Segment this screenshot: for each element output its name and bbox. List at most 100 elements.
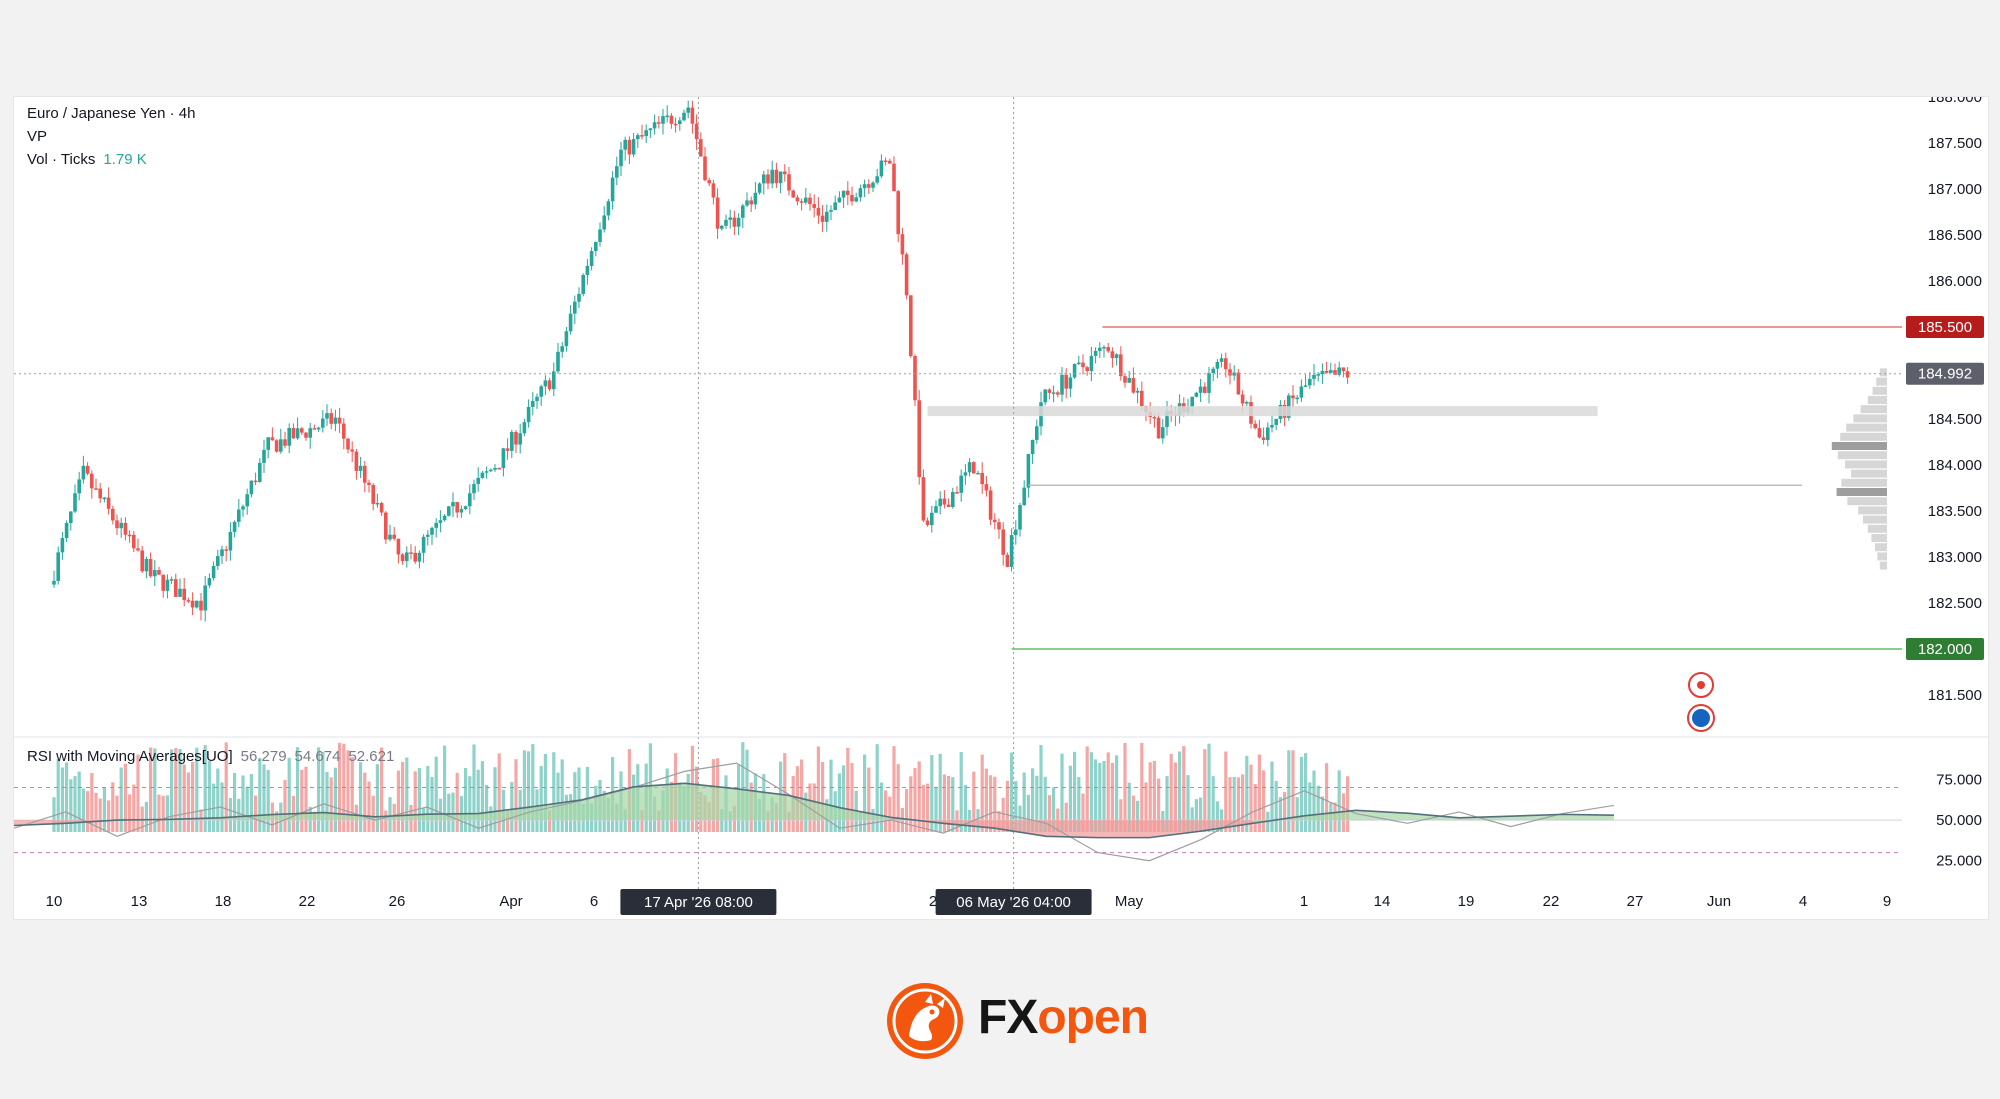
volume-bar xyxy=(837,773,841,832)
candle-body-up xyxy=(1165,410,1169,428)
candle-body-up xyxy=(858,188,863,198)
candles xyxy=(52,100,1350,622)
candle-body-down xyxy=(669,115,674,124)
candle-body-up xyxy=(249,480,254,495)
candle-body-down xyxy=(694,123,699,140)
candle-body-down xyxy=(253,480,258,483)
candle-body-down xyxy=(371,485,375,504)
volume-bar xyxy=(942,774,946,832)
candle-body-up xyxy=(1014,529,1018,536)
volume-bar xyxy=(434,756,438,832)
candle-body-down xyxy=(627,139,632,155)
candle-body-up xyxy=(577,293,581,302)
volume-bar xyxy=(1215,801,1219,832)
candle-body-down xyxy=(640,135,644,137)
candle-body-up xyxy=(1009,535,1014,567)
candle-body-up xyxy=(560,346,564,352)
rsi-value-2: 54.674 xyxy=(294,748,341,765)
candle-body-down xyxy=(988,490,993,520)
candle-body-up xyxy=(938,498,942,507)
candle-body-up xyxy=(262,449,266,463)
candle-body-up xyxy=(476,477,480,484)
candle-body-down xyxy=(1081,362,1085,368)
candle-body-up xyxy=(169,579,174,581)
vp-legend: VP xyxy=(27,128,47,145)
candle-body-up xyxy=(1303,385,1308,387)
candle-body-up xyxy=(976,472,980,475)
volume-bar xyxy=(396,770,400,832)
candle-body-down xyxy=(497,467,501,470)
candle-body-up xyxy=(757,183,762,193)
candle-body-up xyxy=(69,511,73,523)
volume-profile-bar xyxy=(1853,414,1887,423)
candle-body-down xyxy=(300,428,304,433)
time-axis-tick: 22 xyxy=(1543,893,1560,910)
volume-bar xyxy=(304,766,308,832)
candle-body-down xyxy=(783,171,787,175)
volume-bar xyxy=(1089,752,1093,832)
rsi-ma-fill xyxy=(1149,820,1202,838)
volume-bar xyxy=(896,764,900,832)
rsi-axis-tick: 50.000 xyxy=(1936,812,1982,829)
candle-body-up xyxy=(581,274,585,294)
candle-body-up xyxy=(552,371,556,390)
time-axis-tick: 18 xyxy=(215,893,232,910)
candle-body-up xyxy=(1329,370,1333,373)
candle-body-down xyxy=(1341,367,1346,372)
candle-body-up xyxy=(1295,397,1299,400)
candle-body-down xyxy=(1156,417,1161,439)
candle-body-up xyxy=(531,401,535,407)
price-axis-tick: 182.500 xyxy=(1928,595,1982,612)
volume-profile-bar xyxy=(1846,423,1887,432)
volume-bar xyxy=(443,745,447,832)
candle-body-up xyxy=(619,149,623,167)
volume-bar xyxy=(842,765,846,832)
candle-body-down xyxy=(400,554,405,562)
rsi-ma-fill xyxy=(633,783,685,821)
candle-body-down xyxy=(1047,389,1052,393)
chart-panel[interactable]: 188.000 187.500 187.000 186.500 186.000 185.5… xyxy=(13,96,1989,920)
candle-body-up xyxy=(333,417,338,424)
rsi-value-3: 52.621 xyxy=(348,748,395,765)
candle-body-up xyxy=(762,174,766,184)
candle-body-down xyxy=(106,497,111,509)
volume-bar xyxy=(321,752,325,832)
vp-label: VP xyxy=(27,128,48,145)
candle-body-down xyxy=(1228,369,1232,376)
volume-bar xyxy=(178,748,182,832)
candle-body-up xyxy=(308,428,312,438)
candle-body-up xyxy=(745,200,749,206)
candle-body-down xyxy=(795,197,800,202)
candle-body-up xyxy=(480,472,485,478)
candle-body-down xyxy=(409,552,413,554)
time-axis-tick: 6 xyxy=(590,893,598,910)
candle-body-up xyxy=(216,556,220,566)
chart-canvas[interactable]: 188.000 187.500 187.000 186.500 186.000 185.5… xyxy=(14,97,1988,919)
candle-body-up xyxy=(678,120,682,124)
candle-body-down xyxy=(111,508,115,521)
candle-body-up xyxy=(1098,347,1102,351)
alert-dot-icon xyxy=(1697,681,1705,689)
volume-bar xyxy=(510,782,514,832)
rsi-ma-fill xyxy=(1097,820,1150,838)
candle-body-up xyxy=(1127,377,1131,383)
time-axis-tick: 10 xyxy=(46,893,63,910)
candle-body-up xyxy=(417,552,422,562)
volume-bar xyxy=(346,750,350,832)
candle-body-up xyxy=(405,552,409,562)
volume-bar xyxy=(367,781,371,832)
volume-bar xyxy=(909,776,913,832)
candle-body-up xyxy=(543,380,548,387)
rsi-ma-fill xyxy=(1562,814,1614,821)
rsi-ma-fill xyxy=(788,795,840,821)
volume-bar xyxy=(1283,792,1287,832)
candle-body-up xyxy=(967,462,972,473)
candle-body-up xyxy=(426,534,430,537)
candle-body-down xyxy=(274,440,279,452)
volume-bar xyxy=(123,763,127,832)
volume-bar xyxy=(522,750,526,832)
volume-bar xyxy=(81,788,85,832)
volume-bar xyxy=(1337,770,1341,832)
candle-body-up xyxy=(144,559,149,572)
candle-body-down xyxy=(224,549,228,551)
